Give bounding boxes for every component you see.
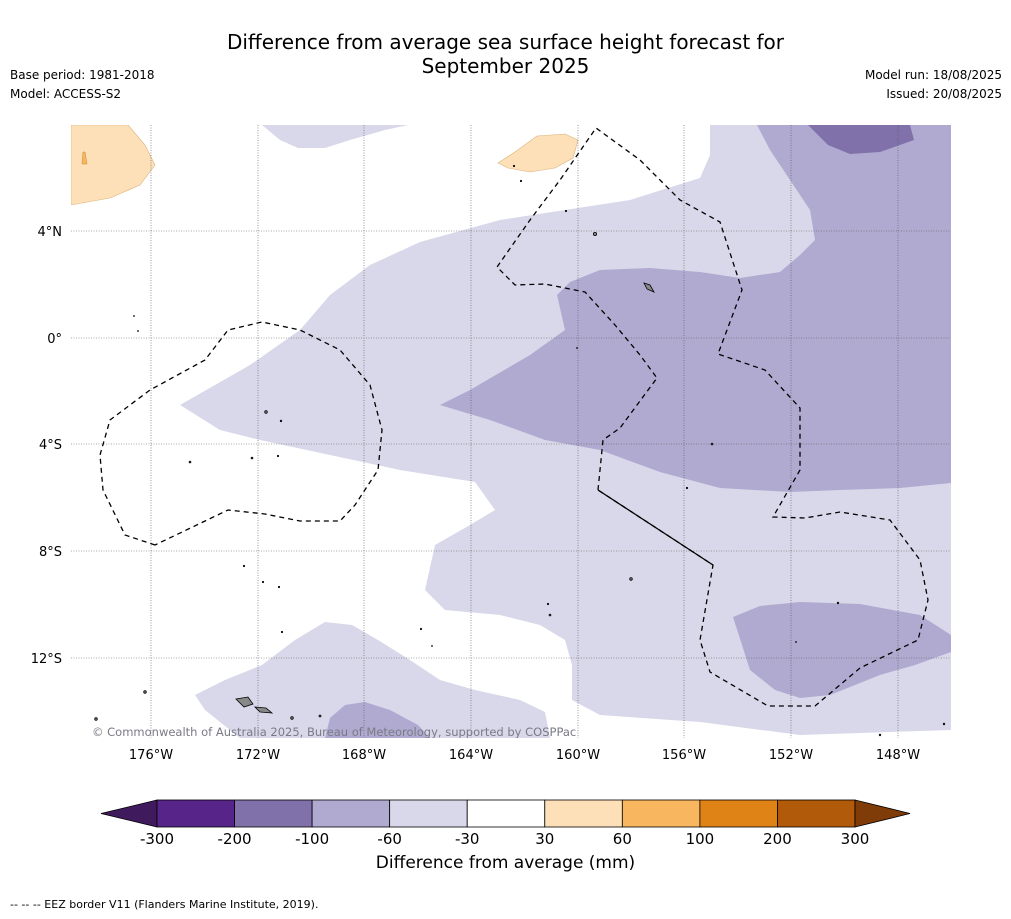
anomaly-region-minus60-south bbox=[325, 702, 430, 738]
anomaly-region-plus30-northwest bbox=[71, 125, 156, 206]
metadata-left: Base period: 1981-2018 Model: ACCESS-S2 bbox=[10, 66, 155, 104]
colorbar-segment bbox=[389, 799, 468, 828]
lon-label-176w: 176°W bbox=[129, 748, 173, 763]
colorbar-tick-label: 200 bbox=[763, 830, 792, 848]
eez-border-solid bbox=[597, 489, 714, 566]
eez-border-central bbox=[496, 127, 929, 707]
lat-label-12s: 12°S bbox=[31, 652, 62, 667]
colorbar: -300 -200 -100 -60 -30 30 60 100 200 300 bbox=[100, 799, 911, 848]
island-upolu bbox=[253, 706, 274, 714]
metadata-right: Model run: 18/08/2025 Issued: 20/08/2025 bbox=[865, 66, 1002, 104]
lon-label-160w: 160°W bbox=[556, 748, 600, 763]
anomaly-region-minus60-southeast bbox=[733, 602, 951, 698]
colorbar-tick-label: -100 bbox=[295, 830, 329, 848]
island-savaii bbox=[235, 696, 254, 708]
colorbar-segment bbox=[311, 799, 391, 828]
colorbar-segment bbox=[544, 799, 623, 828]
chart-title: Difference from average sea surface heig… bbox=[0, 30, 1011, 78]
base-period-text: Base period: 1981-2018 bbox=[10, 68, 155, 82]
colorbar-tick-label: 30 bbox=[535, 830, 554, 848]
colorbar-segment bbox=[699, 799, 778, 828]
copyright-text: © Commonwealth of Australia 2025, Bureau… bbox=[92, 725, 576, 739]
colorbar-tick-label: 300 bbox=[841, 830, 870, 848]
colorbar-segment bbox=[777, 799, 856, 828]
colorbar-tick-label: -200 bbox=[218, 830, 252, 848]
eez-borders bbox=[99, 127, 929, 707]
lat-label-8s: 8°S bbox=[39, 545, 62, 560]
anomaly-region-plus30-north bbox=[497, 133, 579, 173]
lon-label-164w: 164°W bbox=[449, 748, 493, 763]
islands bbox=[94, 164, 946, 737]
colorbar-extend-low bbox=[100, 799, 158, 828]
lat-label-4n: 4°N bbox=[38, 225, 63, 240]
colorbar-tick-label: 60 bbox=[613, 830, 632, 848]
colorbar-tick-label: 100 bbox=[686, 830, 715, 848]
model-run-text: Model run: 18/08/2025 bbox=[864, 68, 1002, 82]
colorbar-segment bbox=[621, 799, 701, 828]
title-line-1: Difference from average sea surface heig… bbox=[226, 30, 785, 54]
eez-border-west bbox=[99, 321, 383, 546]
anomaly-region-minus30-right bbox=[925, 555, 951, 562]
anomaly-region-plus60-spot bbox=[81, 151, 88, 165]
lat-label-4s: 4°S bbox=[39, 438, 62, 453]
anomaly-region-minus30-top bbox=[262, 125, 408, 148]
lon-label-152w: 152°W bbox=[769, 748, 813, 763]
gridlines bbox=[71, 125, 951, 738]
lat-label-0: 0° bbox=[47, 332, 62, 347]
colorbar-segment bbox=[156, 799, 235, 828]
anomaly-region-minus100 bbox=[808, 125, 914, 154]
island-1 bbox=[643, 282, 655, 293]
longitude-labels: 176°W 172°W 168°W 164°W 160°W 156°W 152°… bbox=[129, 748, 920, 763]
issued-text: Issued: 20/08/2025 bbox=[886, 87, 1002, 101]
colorbar-segment bbox=[466, 799, 546, 828]
map-plot-area: © Commonwealth of Australia 2025, Bureau… bbox=[71, 125, 951, 739]
colorbar-tick-label: -300 bbox=[140, 830, 174, 848]
latitude-labels: 4°N 0° 4°S 8°S 12°S bbox=[31, 225, 62, 667]
lon-label-156w: 156°W bbox=[662, 748, 706, 763]
model-text: Model: ACCESS-S2 bbox=[10, 87, 122, 101]
colorbar-tick-label: -60 bbox=[377, 830, 402, 848]
colorbar-label: Difference from average (mm) bbox=[375, 853, 636, 873]
title-line-2: September 2025 bbox=[421, 54, 590, 78]
eez-legend-note: -- -- -- EEZ border V11 (Flanders Marine… bbox=[10, 898, 319, 911]
anomaly-region-minus60 bbox=[440, 125, 951, 492]
colorbar-segment bbox=[234, 799, 313, 828]
lon-label-168w: 168°W bbox=[342, 748, 386, 763]
colorbar-tick-label: -30 bbox=[455, 830, 480, 848]
lon-label-148w: 148°W bbox=[876, 748, 920, 763]
anomaly-region-minus30-southwest bbox=[195, 622, 550, 738]
colorbar-extend-high bbox=[854, 799, 911, 828]
lon-label-172w: 172°W bbox=[236, 748, 280, 763]
